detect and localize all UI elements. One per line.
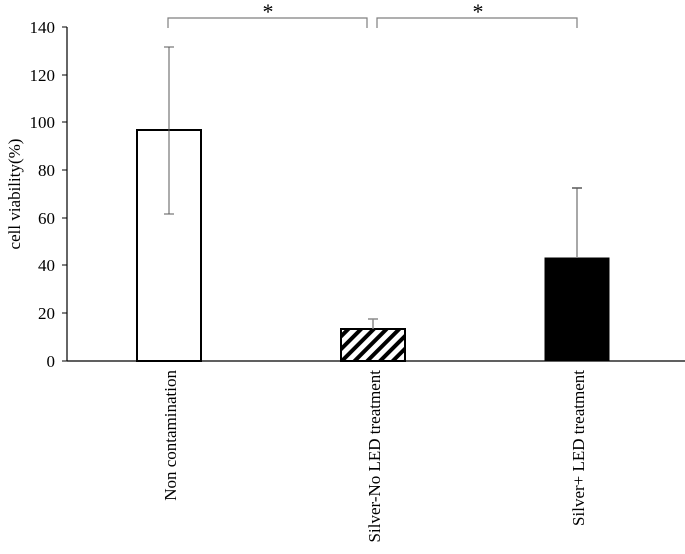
significance-bracket-2: * [376, 0, 578, 28]
y-tick-label: 20 [38, 304, 55, 323]
y-tick-label: 40 [38, 256, 55, 275]
y-tick-label: 80 [38, 161, 55, 180]
bar-silver-no-led [340, 318, 406, 362]
y-tick-label: 0 [47, 352, 56, 371]
bar-silver-plus-led [544, 187, 610, 362]
significance-star: * [473, 0, 484, 24]
x-category-label: Non contamination [161, 370, 180, 501]
y-tick-label: 60 [38, 209, 55, 228]
y-axis-title: cell viability(%) [5, 139, 24, 250]
x-category-label: Silver+ LED treatment [569, 370, 588, 526]
error-bar [368, 318, 378, 329]
x-category-label: Silver-No LED treatment [365, 370, 384, 543]
y-tick-label: 120 [30, 66, 56, 85]
bar-non-contamination [136, 46, 202, 362]
y-axis: 140 120 100 80 60 40 20 0 [30, 18, 68, 371]
y-tick-label: 100 [30, 113, 56, 132]
error-bar [572, 187, 582, 258]
error-bar [164, 46, 174, 215]
y-tick-label: 140 [30, 18, 56, 37]
significance-star: * [263, 0, 274, 24]
significance-bracket-1: * [167, 0, 368, 28]
